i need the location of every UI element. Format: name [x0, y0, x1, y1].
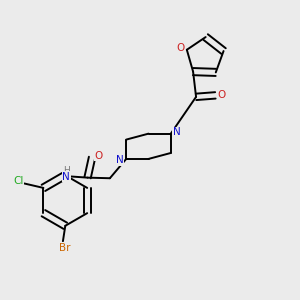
Text: N: N — [62, 172, 70, 182]
Text: O: O — [94, 151, 103, 161]
Text: Cl: Cl — [13, 176, 23, 186]
Text: N: N — [116, 155, 124, 165]
Text: O: O — [176, 43, 184, 53]
Text: Br: Br — [59, 243, 70, 253]
Text: N: N — [173, 127, 181, 137]
Text: O: O — [218, 90, 226, 100]
Text: H: H — [63, 166, 70, 175]
